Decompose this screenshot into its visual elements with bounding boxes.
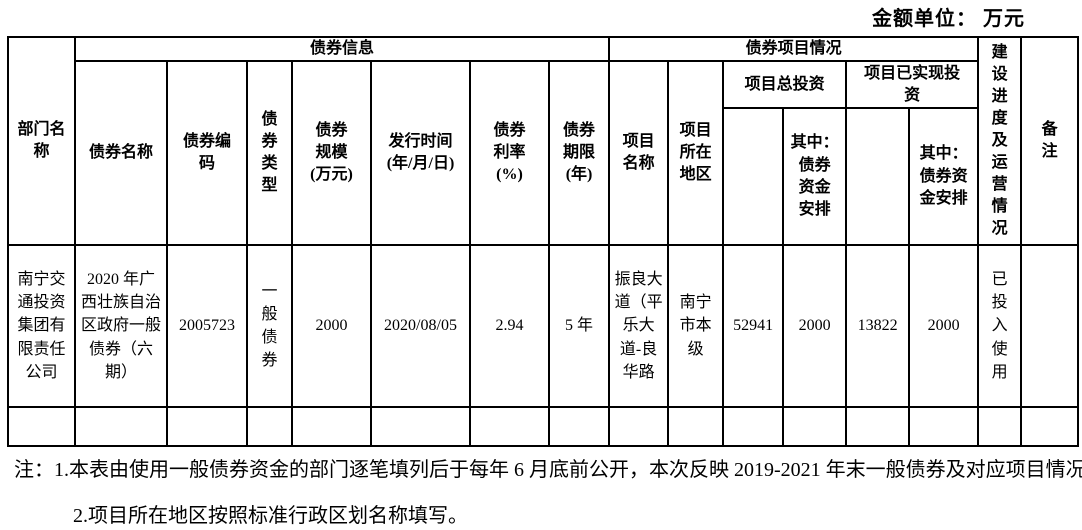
empty-cell [608, 406, 670, 448]
header-group-row: 部门名 称 债券信息 债券项目情况 建设进度及运营情况 备注 [7, 35, 1080, 247]
empty-cell [7, 406, 76, 448]
empty-cell [246, 406, 293, 448]
empty-cell [547, 406, 611, 448]
header-realized-investment-bond: 其中： 债券资 金安排 [908, 107, 980, 247]
cell-bond-rate: 2.94 [469, 244, 550, 409]
header-bond-scale: 债券 规模 (万元) [291, 60, 372, 247]
empty-cell [782, 406, 848, 448]
table-footnote: 注：1.本表由使用一般债券资金的部门逐笔填列后于每年 6 月底前公开，本次反映 … [14, 459, 1082, 527]
empty-cell [291, 406, 372, 448]
empty-cell [74, 406, 168, 448]
header-project-name: 项目 名称 [608, 60, 670, 247]
cell-total-investment-bond: 2000 [782, 244, 848, 409]
cell-bond-scale: 2000 [291, 244, 372, 409]
header-remark-label: 备注 [1041, 120, 1058, 161]
cell-progress: 已投入使用 [977, 244, 1023, 409]
cell-department: 南宁交通投资集团有限责任公司 [7, 244, 76, 409]
header-group-bond-info: 债券信息 [73, 35, 611, 63]
header-progress: 建设进度及运营情况 [977, 35, 1023, 247]
header-sub-row: 其中： 债券 资金 安排 其中： 债券资 金安排 [8, 107, 1078, 247]
header-row: 债券名称 债券编 码 债券类型 债券 规模 (万元) 发行时间 (年/月/日) … [8, 60, 1078, 247]
header-group-project-info: 债券项目情况 [608, 35, 980, 63]
cell-realized-investment: 13822 [845, 244, 911, 409]
cell-issue-date: 2020/08/05 [370, 244, 471, 409]
empty-cell [977, 406, 1023, 448]
cell-progress-value: 已投入使用 [991, 271, 1008, 381]
empty-cell [667, 406, 725, 448]
header-progress-label: 建设进度及运营情况 [991, 43, 1008, 238]
empty-cell [469, 406, 550, 448]
cell-realized-investment-bond: 2000 [908, 244, 980, 409]
header-bond-term: 债券 期限 (年) [547, 60, 611, 247]
header-department: 部门名 称 [7, 35, 76, 247]
empty-cell [908, 406, 980, 448]
cell-bond-type-value: 一般债券 [261, 282, 278, 370]
header-bond-name: 债券名称 [74, 60, 168, 247]
header-total-investment: 项目总投资 [722, 60, 848, 110]
cell-bond-code: 2005723 [166, 244, 248, 409]
cell-remark [1020, 244, 1080, 409]
header-realized-investment-spacer [845, 107, 911, 247]
cell-project-region: 南宁市本级 [667, 244, 725, 409]
amount-unit-label: 金额单位： 万元 [872, 8, 1025, 30]
header-bond-type-label: 债券类型 [261, 110, 278, 195]
header-project-region: 项目 所在 地区 [667, 60, 725, 247]
bond-disclosure-table: 部门名 称 债券信息 债券项目情况 建设进度及运营情况 备注 债券名称 债券编 … [7, 35, 1080, 448]
header-realized-investment: 项目已实现投 资 [845, 60, 980, 110]
header-bond-code: 债券编 码 [166, 60, 248, 247]
header-bond-type: 债券类型 [246, 60, 293, 247]
header-remark: 备注 [1020, 35, 1080, 247]
empty-cell [722, 406, 785, 448]
empty-cell [166, 406, 248, 448]
header-total-investment-spacer [722, 107, 785, 247]
cell-project-name: 振良大道（平乐大道-良华路 [608, 244, 670, 409]
cell-total-investment: 52941 [722, 244, 785, 409]
table-row-empty [7, 406, 1080, 448]
cell-bond-term: 5 年 [547, 244, 611, 409]
header-bond-rate: 债券 利率 (%) [469, 60, 550, 247]
cell-bond-type: 一般债券 [246, 244, 293, 409]
cell-bond-name: 2020 年广西壮族自治区政府一般债券（六期） [74, 244, 168, 409]
empty-cell [845, 406, 911, 448]
empty-cell [1020, 406, 1080, 448]
table-row: 南宁交通投资集团有限责任公司 2020 年广西壮族自治区政府一般债券（六期） 2… [7, 244, 1080, 409]
header-issue-date: 发行时间 (年/月/日) [370, 60, 471, 247]
empty-cell [370, 406, 471, 448]
header-total-investment-bond: 其中： 债券 资金 安排 [782, 107, 848, 247]
